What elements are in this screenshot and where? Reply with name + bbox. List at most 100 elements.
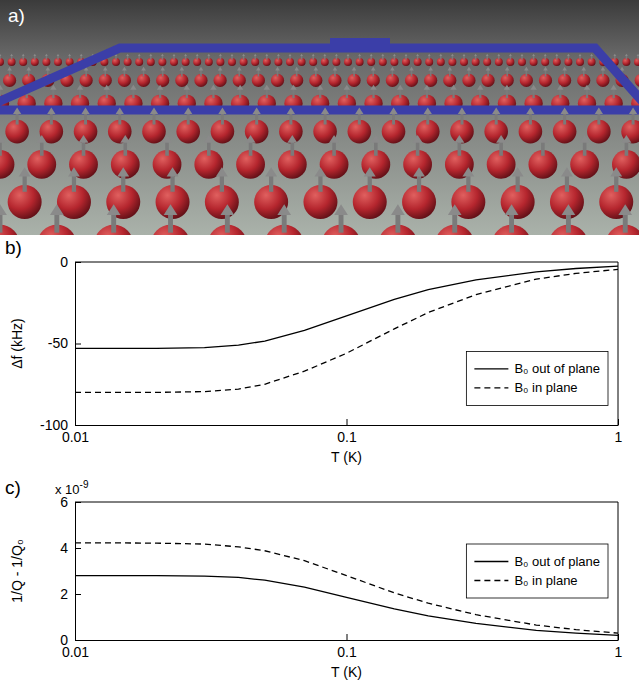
spin-arrow: [40, 141, 44, 155]
spin-arrow-head: [371, 67, 376, 71]
spin-arrow-head: [116, 107, 124, 113]
spin-arrow-head: [424, 107, 432, 113]
spin-sphere: [635, 74, 639, 87]
legend-label: B₀ in plane: [514, 380, 577, 395]
spin-arrow: [173, 56, 175, 60]
x-tick-mark: [618, 634, 619, 640]
y-tick-label: -100: [40, 417, 68, 433]
spin-arrow-head: [0, 85, 3, 90]
spin-arrow-head: [567, 54, 570, 56]
spin-arrow-head: [287, 107, 295, 113]
spin-arrow-head: [321, 107, 329, 113]
spin-arrow: [80, 56, 82, 60]
spin-arrow: [0, 56, 1, 60]
spin-arrow-head: [19, 167, 31, 176]
spin-arrow-head: [81, 107, 89, 113]
spin-arrow: [104, 70, 106, 77]
spin-arrow-head: [391, 204, 405, 215]
spin-arrow: [277, 70, 279, 77]
x-axis-title: T (K): [331, 449, 362, 465]
spin-arrow-head: [50, 85, 56, 90]
spin-arrow: [516, 175, 520, 192]
y-axis-title: Δf (kHz): [9, 318, 25, 369]
spin-arrow: [452, 56, 454, 60]
spin-arrow-head: [405, 54, 408, 56]
plot-marks: [75, 266, 618, 392]
spin-arrow: [200, 70, 202, 77]
spin-arrow-head: [312, 54, 315, 56]
spin-arrow: [153, 113, 156, 125]
spin-arrow: [426, 89, 428, 98]
spin-arrow: [460, 113, 463, 125]
spin-arrow: [395, 213, 400, 233]
legend-label: B₀ out of plane: [514, 554, 600, 569]
spin-arrow: [185, 56, 187, 60]
spin-arrow-head: [621, 135, 631, 143]
spin-arrow: [170, 175, 174, 192]
spin-arrow: [23, 175, 27, 192]
x-tick: 0.1: [337, 419, 357, 445]
spin-arrow-head: [10, 54, 13, 56]
spin-arrow-head: [287, 135, 297, 143]
spin-arrow: [266, 56, 268, 60]
spin-arrow-head: [428, 54, 431, 56]
y-tick: 2: [60, 586, 81, 602]
spin-arrow-head: [149, 54, 152, 56]
spin-arrow-head: [358, 54, 361, 56]
spin-arrow: [319, 89, 321, 98]
x-tick: 0.1: [337, 634, 357, 660]
plot-marks: [75, 543, 618, 635]
spin-arrow: [346, 89, 348, 98]
y-axis-title: 1/Q - 1/Q₀: [9, 539, 25, 603]
spin-arrow-head: [184, 54, 187, 56]
spin-arrow: [533, 56, 535, 60]
spin-arrow: [411, 70, 413, 77]
spin-arrow-head: [462, 167, 474, 176]
spin-arrow-head: [590, 54, 593, 56]
spin-arrow-head: [601, 67, 606, 71]
spin-arrow-head: [37, 135, 47, 143]
spin-arrow-head: [138, 54, 141, 56]
spin-arrow: [324, 56, 326, 60]
spin-arrow-head: [207, 54, 210, 56]
y-tick-mark: [75, 640, 81, 641]
spin-arrow: [52, 89, 54, 98]
panel-label: a): [8, 5, 25, 26]
spin-arrow: [121, 175, 125, 192]
spin-arrow-head: [381, 54, 384, 56]
spin-arrow-head: [610, 85, 616, 90]
spin-arrow-head: [47, 107, 55, 113]
spin-arrow-head: [80, 54, 83, 56]
y-tick-mark: [75, 594, 81, 595]
spin-arrow: [563, 113, 566, 125]
spin-arrow-head: [231, 54, 234, 56]
spin-arrow-head: [555, 54, 558, 56]
spin-arrow-head: [254, 54, 257, 56]
spin-arrow: [541, 141, 545, 155]
spin-arrow-head: [173, 54, 176, 56]
spin-arrow-head: [428, 67, 433, 71]
spin-arrow-head: [486, 54, 489, 56]
spin-arrow-head: [104, 85, 110, 90]
y-tick-label: -50: [48, 335, 68, 351]
spin-arrow: [392, 113, 395, 125]
spin-arrow-head: [424, 85, 430, 90]
spin-arrow: [50, 113, 53, 125]
spin-arrow: [466, 175, 470, 192]
spin-arrow-head: [162, 135, 172, 143]
image-background: [0, 0, 639, 235]
spin-arrow-head: [335, 54, 338, 56]
spin-arrow-head: [141, 67, 146, 71]
spin-arrow: [123, 141, 127, 155]
spin-arrow-head: [458, 107, 466, 113]
spin-arrow-head: [512, 167, 524, 176]
spin-arrow: [84, 113, 87, 125]
spin-arrow: [79, 89, 81, 98]
spin-arrow-head: [629, 107, 637, 113]
spin-arrow: [11, 56, 13, 60]
y-tick-mark: [75, 425, 81, 426]
x-axis-line: [76, 425, 619, 426]
x-tick-mark: [347, 634, 348, 640]
figure: a)0.010.11-100-500b)T (K)Δf (kHz)B₀ out …: [0, 0, 639, 691]
spin-arrow: [212, 89, 214, 98]
